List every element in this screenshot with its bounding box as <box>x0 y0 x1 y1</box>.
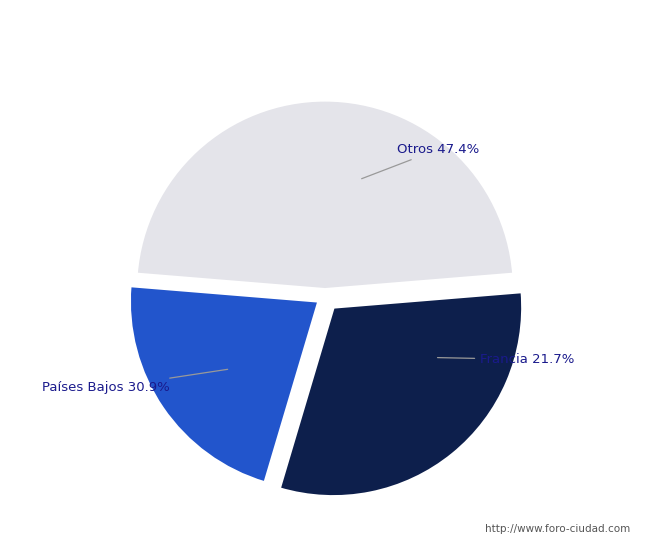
Text: Otros 47.4%: Otros 47.4% <box>361 143 479 179</box>
Text: Francia 21.7%: Francia 21.7% <box>437 353 575 366</box>
Wedge shape <box>136 100 514 289</box>
Text: Riópar - Turistas extranjeros según país - Agosto de 2024: Riópar - Turistas extranjeros según país… <box>95 21 555 37</box>
Text: Países Bajos 30.9%: Países Bajos 30.9% <box>42 369 227 394</box>
Wedge shape <box>280 292 523 497</box>
Text: http://www.foro-ciudad.com: http://www.foro-ciudad.com <box>486 524 630 534</box>
Wedge shape <box>129 286 318 483</box>
